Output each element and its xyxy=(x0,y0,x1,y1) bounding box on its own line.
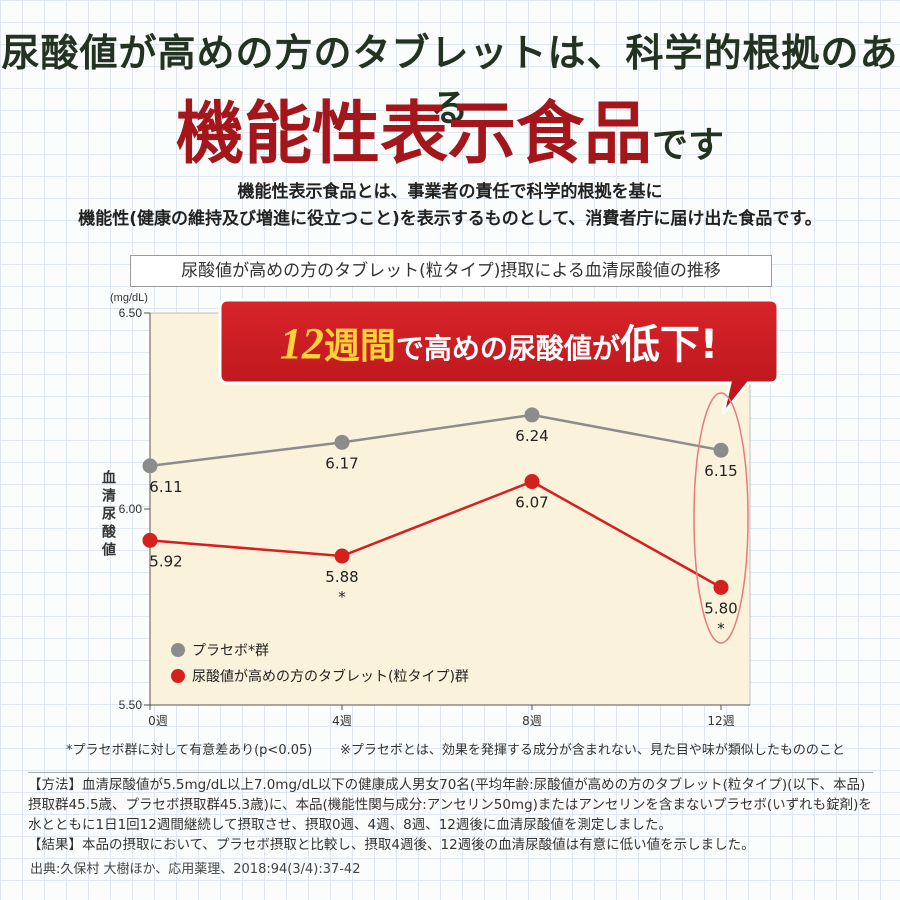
data-point-tablet xyxy=(334,548,350,564)
data-label: 5.92 xyxy=(149,552,182,570)
chart-title: 尿酸値が高めの方のタブレット(粒タイプ)摂取による血清尿酸値の推移 xyxy=(130,255,772,287)
x-tick-label: 4週 xyxy=(332,714,352,728)
method-text: 【方法】血清尿酸値が5.5mg/dL以上7.0mg/dL以下の健康成人男女70名… xyxy=(28,777,872,833)
data-label: 5.80 xyxy=(704,599,737,617)
y-tick-label: 5.50 xyxy=(119,698,143,712)
callout-bang: ! xyxy=(700,322,718,368)
footnote-placebo-definition: ※プラセボとは、効果を発揮する成分が含まれない、見た目や味が類似したもののこと xyxy=(340,743,845,758)
result-text: 【結果】本品の摂取において、プラセボ摂取と比較し、摂取4週後、12週後の血清尿酸… xyxy=(28,837,755,853)
callout-text: 12週間で高めの尿酸値が低下! xyxy=(280,319,718,368)
legend-marker-placebo xyxy=(171,643,185,657)
significance-mark: * xyxy=(717,619,725,637)
data-point-tablet xyxy=(524,474,540,490)
series-line-tablet xyxy=(149,480,722,589)
data-label: 6.17 xyxy=(325,454,358,472)
headline-line1: 尿酸値が高めの方のタブレットは、科学的根拠のある xyxy=(1,31,899,130)
x-tick-label: 12週 xyxy=(707,714,734,728)
callout-big: 低下 xyxy=(620,322,700,368)
callout-balloon xyxy=(218,298,780,415)
legend-label-placebo: プラセボ*群 xyxy=(192,643,269,659)
callout-weeks: 週間 xyxy=(324,326,396,367)
data-label: 6.24 xyxy=(515,427,548,445)
callout-num: 12 xyxy=(280,319,324,368)
legend-marker-tablet xyxy=(171,669,185,683)
y-tick-label: 6.50 xyxy=(119,306,143,320)
series-line-placebo xyxy=(149,413,722,468)
y-tick-label: 6.00 xyxy=(119,502,143,516)
data-label: 6.15 xyxy=(704,462,737,480)
data-point-placebo xyxy=(713,442,729,458)
description-line2: 機能性(健康の維持及び増進に役立つこと)を表示するものとして、消費者庁に届け出た… xyxy=(78,209,822,229)
footnote-significance: *プラセボ群に対して有意差あり(p<0.05) xyxy=(66,743,313,758)
method-box: 【方法】血清尿酸値が5.5mg/dL以上7.0mg/dL以下の健康成人男女70名… xyxy=(28,772,873,855)
week12-highlight-ellipse xyxy=(693,392,749,644)
data-label: 6.11 xyxy=(149,478,182,496)
data-point-placebo xyxy=(524,407,540,423)
y-unit-label: (mg/dL) xyxy=(110,292,148,304)
headline-main: 機能性表示食品 xyxy=(175,95,652,174)
headline-suffix: です xyxy=(652,125,725,166)
callout-mid: で高めの尿酸値が xyxy=(396,332,620,365)
description-line1: 機能性表示食品とは、事業者の責任で科学的根拠を基に xyxy=(237,182,663,202)
data-label: 6.07 xyxy=(515,494,548,512)
data-point-tablet xyxy=(713,579,729,595)
x-tick-label: 0週 xyxy=(148,714,168,728)
data-label: 5.88 xyxy=(325,568,358,586)
y-axis-label: 血清尿酸値 xyxy=(100,469,117,560)
source-citation: 出典:久保村 大樹ほか、応用薬理、2018:94(3/4):37-42 xyxy=(30,862,361,877)
data-point-placebo xyxy=(334,434,350,450)
data-point-placebo xyxy=(142,458,158,474)
legend-label-tablet: 尿酸値が高めの方のタブレット(粒タイプ)群 xyxy=(192,668,469,685)
significance-mark: * xyxy=(338,588,346,606)
data-point-tablet xyxy=(142,532,158,548)
legend: プラセボ*群 尿酸値が高めの方のタブレット(粒タイプ)群 xyxy=(171,643,469,685)
headline-line2: 機能性表示食品です xyxy=(0,78,900,177)
x-tick-label: 8週 xyxy=(522,714,542,728)
